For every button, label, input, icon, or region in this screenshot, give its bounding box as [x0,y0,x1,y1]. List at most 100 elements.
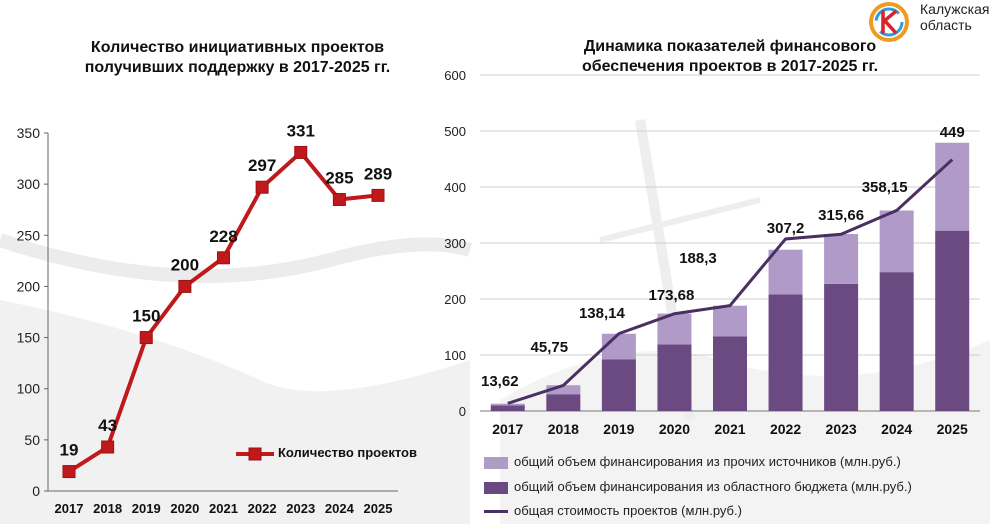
total-cost-data-label: 358,15 [862,179,908,196]
projects-data-point [294,145,308,159]
left-y-tick-label: 100 [17,381,41,397]
total-cost-data-label: 13,62 [481,373,519,390]
other-sources-bar [879,210,914,273]
other-sources-bar [935,142,970,231]
left-chart-legend: Количество проектов [236,443,466,465]
total-cost-data-label: 188,3 [679,250,717,267]
regional-budget-bar [657,344,692,411]
other-sources-bar [490,403,525,406]
right-y-tick-label: 200 [444,292,466,307]
other-sources-bar [546,385,581,395]
left-x-tick-label: 2025 [364,501,393,516]
right-y-tick-label: 100 [444,348,466,363]
total-cost-data-label: 45,75 [531,339,569,356]
projects-data-point [101,440,115,454]
legend-swatch-regional-budget [484,482,508,494]
projects-data-label: 331 [287,121,315,140]
right-chart-title: Динамика показателей финансового обеспеч… [500,37,960,77]
right-x-tick-label: 2024 [881,421,912,437]
projects-data-point [332,192,346,206]
left-y-tick-label: 350 [17,125,41,141]
projects-data-label: 289 [364,164,392,183]
total-cost-data-label: 315,66 [818,207,864,224]
projects-data-label: 19 [60,441,79,460]
left-y-tick-label: 250 [17,227,41,243]
left-x-tick-label: 2022 [248,501,277,516]
other-sources-bar [768,249,803,295]
right-y-tick-label: 500 [444,124,466,139]
right-chart-title-line2: обеспечения проектов в 2017-2025 гг. [581,58,879,75]
right-x-tick-label: 2025 [937,421,968,437]
right-y-tick-label: 300 [444,236,466,251]
legend-label-projects: Количество проектов [278,445,417,460]
left-x-tick-label: 2020 [170,501,199,516]
projects-data-label: 285 [325,168,353,187]
right-x-tick-label: 2018 [548,421,579,437]
left-y-tick-label: 50 [24,432,40,448]
projects-data-point [255,180,269,194]
projects-data-point [62,465,76,479]
legend-swatch-other-sources [484,457,508,469]
projects-data-point [139,331,153,345]
right-x-tick-label: 2019 [603,421,634,437]
left-chart-title-line1: Количество инициативных проектов [90,39,385,56]
legend-item-total-cost: общая стоимость проектов (млн.руб.) [484,501,994,523]
left-x-tick-label: 2018 [93,501,122,516]
projects-data-point [217,251,230,265]
regional-budget-bar [601,359,636,411]
legend-item-regional-budget: общий объем финансирования из областного… [484,477,994,499]
total-cost-data-label: 138,14 [579,305,626,322]
total-cost-line [507,158,954,405]
regional-budget-bar [768,294,803,411]
left-chart-title-line2: получивших поддержку в 2017-2025 гг. [84,59,391,76]
left-x-tick-label: 2023 [286,501,315,516]
legend-label-regional-budget: общий объем финансирования из областного… [514,479,912,494]
left-x-tick-label: 2021 [209,501,238,516]
regional-budget-bar [879,272,914,411]
regional-budget-bar [824,283,859,411]
other-sources-bar [601,333,636,360]
right-chart-title-line1: Динамика показателей финансового [583,38,877,55]
legend-line-marker [236,447,274,461]
left-x-tick-label: 2017 [55,501,84,516]
right-x-tick-label: 2017 [492,421,523,437]
regional-budget-bar [713,336,747,411]
projects-data-label: 228 [209,227,237,246]
projects-data-label: 150 [132,307,160,326]
left-x-tick-label: 2019 [132,501,161,516]
right-y-tick-label: 600 [444,68,466,83]
projects-data-label: 43 [98,416,117,435]
region-name-line2: область [920,17,972,33]
total-cost-data-label: 173,68 [648,287,694,304]
right-y-tick-label: 0 [459,404,466,419]
left-y-tick-label: 200 [17,278,41,294]
right-y-tick-label: 400 [444,180,466,195]
region-logo: Калужская область [865,0,1000,42]
region-logo-icon [869,2,909,42]
legend-label-total-cost: общая стоимость проектов (млн.руб.) [514,503,742,518]
left-chart-title: Количество инициативных проектов получив… [45,38,430,78]
right-x-tick-label: 2022 [770,421,801,437]
total-cost-data-label: 449 [940,124,965,141]
left-x-tick-label: 2024 [325,501,355,516]
right-x-tick-label: 2021 [714,421,745,437]
left-y-tick-label: 0 [32,483,40,499]
projects-data-point [178,279,192,293]
left-y-tick-label: 300 [17,176,41,192]
projects-data-point [371,188,385,202]
legend-line-total-cost [484,510,508,513]
regional-budget-bar [935,230,970,411]
legend-item-other-sources: общий объем финансирования из прочих ист… [484,452,994,474]
legend-label-other-sources: общий объем финансирования из прочих ист… [514,454,901,469]
regional-budget-bar [490,405,525,411]
right-x-tick-label: 2020 [659,421,690,437]
other-sources-bar [713,305,747,337]
right-x-tick-label: 2023 [826,421,857,437]
regional-budget-bar [546,394,581,411]
region-name: Калужская область [920,1,989,33]
region-name-line1: Калужская [920,1,990,17]
other-sources-bar [824,234,859,284]
